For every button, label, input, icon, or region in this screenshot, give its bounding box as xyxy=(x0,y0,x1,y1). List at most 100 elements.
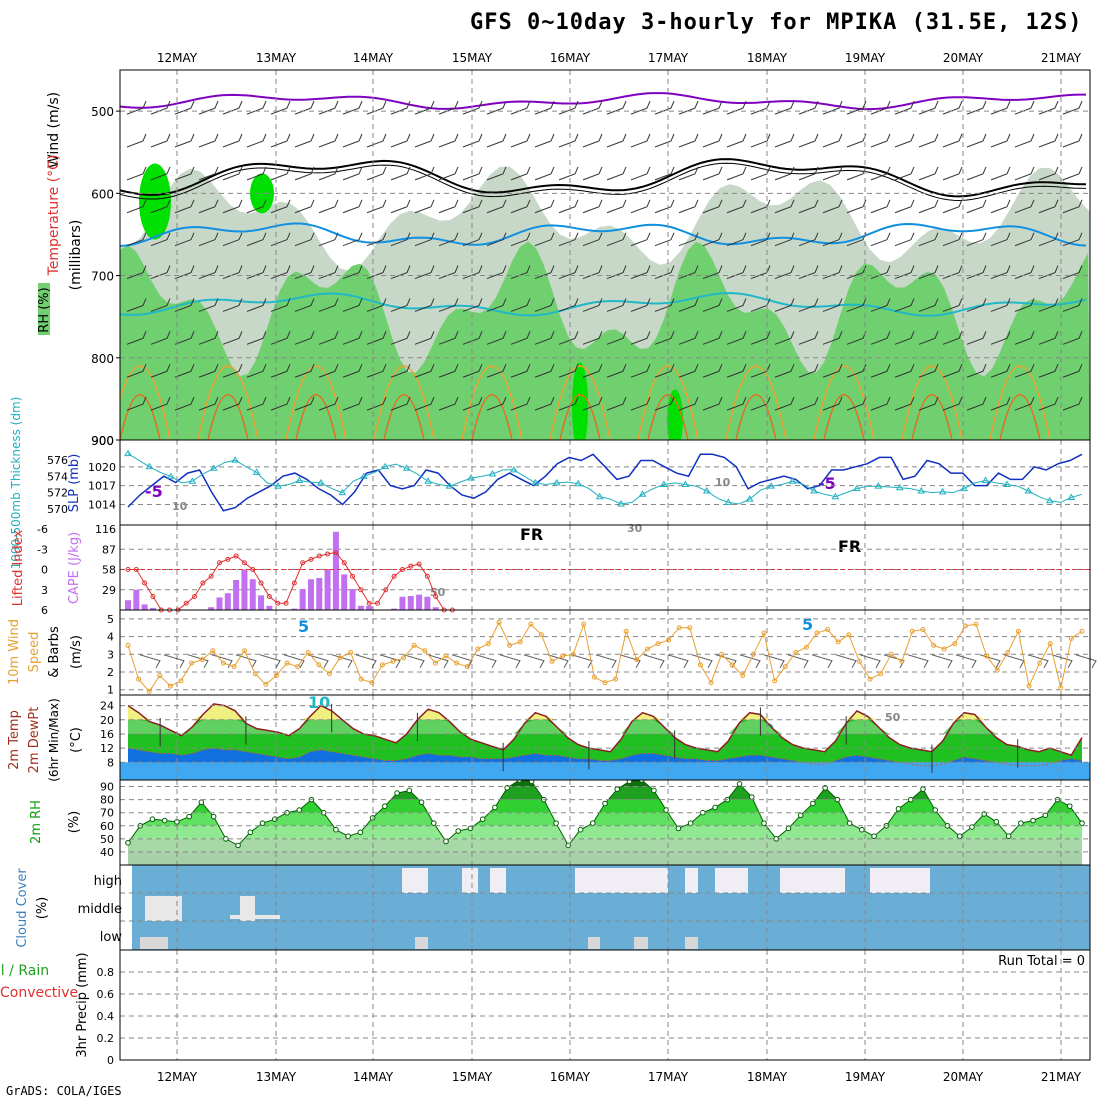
wind-barb xyxy=(774,232,795,247)
wind-barb xyxy=(918,364,939,378)
wind-barb xyxy=(270,364,291,378)
wind-barb xyxy=(318,265,339,280)
wind-barb xyxy=(702,133,723,148)
wind-marker xyxy=(973,621,979,627)
wind-barb xyxy=(654,100,675,115)
wind-barb xyxy=(198,133,219,148)
li-marker xyxy=(350,573,356,579)
rh2m-marker xyxy=(357,829,364,836)
wind-barb xyxy=(510,100,531,115)
temp-tick: 20 xyxy=(100,714,114,727)
wind-barb xyxy=(414,100,435,115)
wind-barb xyxy=(294,396,315,411)
temp-contour-15 xyxy=(373,365,435,440)
thickness-marker xyxy=(617,500,625,507)
rh2m-marker xyxy=(553,820,559,826)
li-tick: 0 xyxy=(41,564,48,577)
wind-barb xyxy=(510,199,531,214)
wind-barb xyxy=(558,298,579,312)
wind-barb xyxy=(222,133,243,148)
wind-marker xyxy=(464,664,470,670)
wind-barb xyxy=(798,232,819,247)
wind-barb xyxy=(1062,166,1083,181)
wind-barb xyxy=(846,100,867,115)
wind-barb xyxy=(270,298,291,312)
cape-bar xyxy=(332,531,339,610)
temp-line xyxy=(127,703,1083,757)
wind-barb-10m xyxy=(1075,654,1097,669)
dewpoint-low-band xyxy=(120,762,1090,780)
wind-barb xyxy=(678,199,699,214)
cloud-row-label: low xyxy=(100,930,123,945)
wind-barb xyxy=(1014,166,1035,181)
cape-tick: 87 xyxy=(102,543,116,556)
wind-barb xyxy=(870,396,891,411)
wind-barb xyxy=(558,364,579,378)
wind-tick: 3 xyxy=(107,648,114,661)
wind-barb xyxy=(822,331,843,345)
wind-barb xyxy=(270,133,291,148)
precip-tick: 0.8 xyxy=(97,966,115,979)
li-tick: 6 xyxy=(41,604,48,617)
axis-label-convective: Convective xyxy=(0,985,78,1001)
wind-marker xyxy=(507,642,513,648)
thickness-marker xyxy=(1067,493,1076,501)
wind-barb xyxy=(126,298,147,312)
thickness-marker xyxy=(488,470,497,477)
temp-tick: 16 xyxy=(100,728,114,741)
rh2m-marker xyxy=(1018,820,1024,826)
wind-barb xyxy=(1038,396,1059,411)
wind-barb xyxy=(1062,331,1083,345)
wind-barb xyxy=(894,396,915,411)
wind-barb xyxy=(798,199,819,214)
temp-tick: 8 xyxy=(107,756,114,769)
wind-marker xyxy=(623,628,629,634)
rh2m-tick: 70 xyxy=(100,807,114,820)
wind-marker xyxy=(348,650,354,655)
wind-barb xyxy=(726,298,747,312)
wind-barb xyxy=(126,265,147,280)
wind-barb xyxy=(678,166,699,181)
wind-barb xyxy=(822,100,843,115)
wind-barb xyxy=(462,331,483,345)
wind-barb xyxy=(654,232,675,247)
wind-barb xyxy=(942,199,963,214)
wind-marker xyxy=(337,655,343,661)
li-marker xyxy=(241,560,247,566)
wind-barb xyxy=(150,232,171,247)
li-marker xyxy=(250,567,256,572)
wind-barb xyxy=(462,133,483,148)
rh2m-marker xyxy=(748,794,755,800)
wind-barb xyxy=(174,199,195,214)
wind-barb xyxy=(1014,396,1035,411)
rh2m-marker xyxy=(712,804,718,811)
thickness-marker xyxy=(145,462,154,470)
wind-barb xyxy=(534,166,555,181)
panel-frame xyxy=(119,439,1091,526)
wind-barb xyxy=(798,364,819,378)
thickness-marker xyxy=(1024,487,1033,494)
wind-marker xyxy=(634,657,640,663)
cloud-high-block xyxy=(685,868,698,893)
wind-marker xyxy=(984,653,990,659)
wind-barb xyxy=(366,100,387,115)
wind-barb xyxy=(582,364,603,378)
wind-marker xyxy=(687,625,693,631)
wind-barb xyxy=(966,199,987,214)
wind-marker xyxy=(485,641,491,647)
wind-marker xyxy=(878,671,884,677)
li-marker xyxy=(150,594,156,599)
wind-barb xyxy=(798,265,819,280)
wind-barb xyxy=(630,166,651,181)
precip-tick: 0 xyxy=(107,1054,114,1067)
wind-barb xyxy=(582,199,603,214)
date-label-bottom: 16MAY xyxy=(550,1070,591,1084)
wind-barb xyxy=(702,364,723,378)
date-label-bottom: 20MAY xyxy=(943,1070,984,1084)
wind-marker xyxy=(295,664,301,670)
wind-barb xyxy=(294,232,315,247)
wind-barb xyxy=(558,166,579,181)
cloud-middle-block xyxy=(145,896,182,921)
wind-barb xyxy=(510,166,531,181)
wind-barb xyxy=(438,396,459,411)
